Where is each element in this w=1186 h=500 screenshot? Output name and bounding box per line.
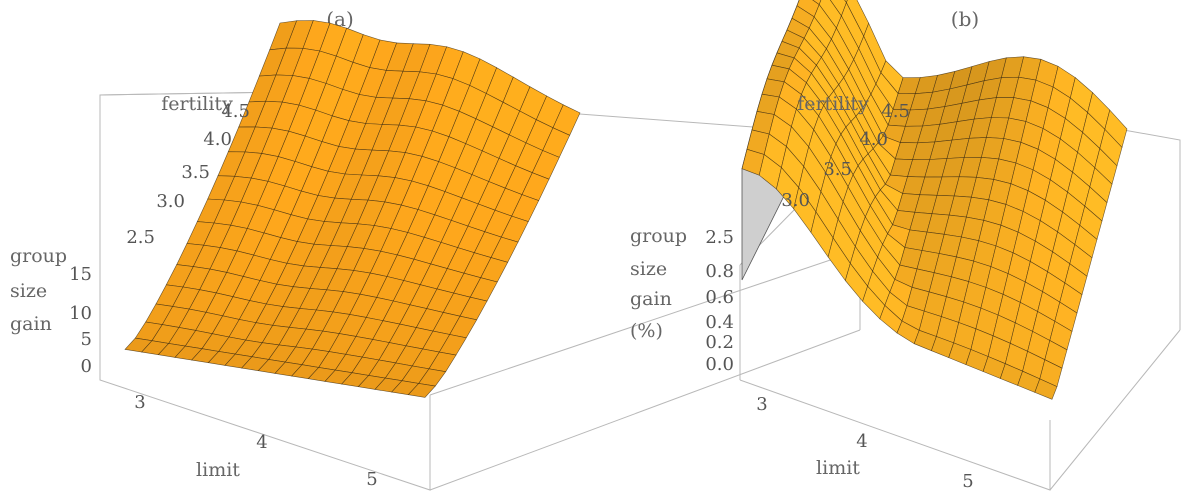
panel-a-zlabel-1: group [10, 245, 67, 267]
panel-a-ylabel: fertility [161, 93, 233, 115]
panel-a-ytick-2.5: 2.5 [126, 227, 155, 248]
panel-a: (a) fertility 4.5 4.0 3.5 3.0 2.5 group … [10, 7, 861, 491]
panel-b-xlabel: limit [816, 457, 860, 479]
panel-b-ytick-2.5: 2.5 [705, 227, 734, 248]
panel-b-ytick-4.0: 4.0 [859, 129, 888, 150]
panel-a-xtick-5: 5 [366, 469, 377, 490]
panel-b-zlabel-4: (%) [630, 320, 663, 342]
panel-b-xtick-4: 4 [856, 431, 867, 452]
panel-b-ztick-0.0: 0.0 [705, 354, 734, 375]
panel-a-surface [124, 20, 581, 398]
panel-b-zlabel-3: gain [630, 288, 672, 310]
panel-a-xlabel: limit [196, 459, 240, 481]
panel-a-ytick-3.5: 3.5 [181, 162, 210, 183]
panel-b-ytick-4.5: 4.5 [881, 101, 910, 122]
surface-patch [407, 383, 436, 398]
panel-b-label: (b) [951, 7, 979, 31]
panel-a-box-front [99, 249, 861, 491]
panel-b-ztick-0.6: 0.6 [705, 287, 734, 308]
panel-b-ylabel: fertility [797, 93, 869, 115]
panel-a-ytick-4.0: 4.0 [203, 129, 232, 150]
panel-b-zlabel-1: group [630, 225, 687, 247]
panel-a-ztick-10: 10 [69, 303, 92, 324]
surface-patch [1034, 378, 1058, 400]
panel-a-ztick-15: 15 [69, 264, 92, 285]
panel-b-surface [741, 0, 1128, 400]
panel-b: (b) fertility 4.5 4.0 3.5 3.0 2.5 group … [630, 0, 1181, 492]
panel-b-xtick-3: 3 [756, 394, 767, 415]
panel-b-xtick-5: 5 [962, 471, 973, 492]
panel-a-ztick-0: 0 [81, 356, 92, 377]
panel-b-zlabel-2: size [630, 258, 667, 280]
panel-a-ytick-4.5: 4.5 [221, 101, 250, 122]
panel-a-xtick-3: 3 [134, 392, 145, 413]
panel-a-xtick-4: 4 [256, 432, 267, 453]
panel-b-ztick-0.8: 0.8 [705, 261, 734, 282]
panel-b-ytick-3.5: 3.5 [823, 159, 852, 180]
panel-a-zlabel-2: size [10, 280, 47, 302]
panel-a-ztick-5: 5 [81, 329, 92, 350]
panel-a-ytick-3.0: 3.0 [156, 191, 185, 212]
panel-b-ztick-0.4: 0.4 [705, 312, 734, 333]
panel-b-ytick-3.0: 3.0 [781, 190, 810, 211]
panel-a-zlabel-3: gain [10, 313, 52, 335]
panel-b-ztick-0.2: 0.2 [705, 332, 734, 353]
panel-b-box-front [739, 329, 1181, 491]
